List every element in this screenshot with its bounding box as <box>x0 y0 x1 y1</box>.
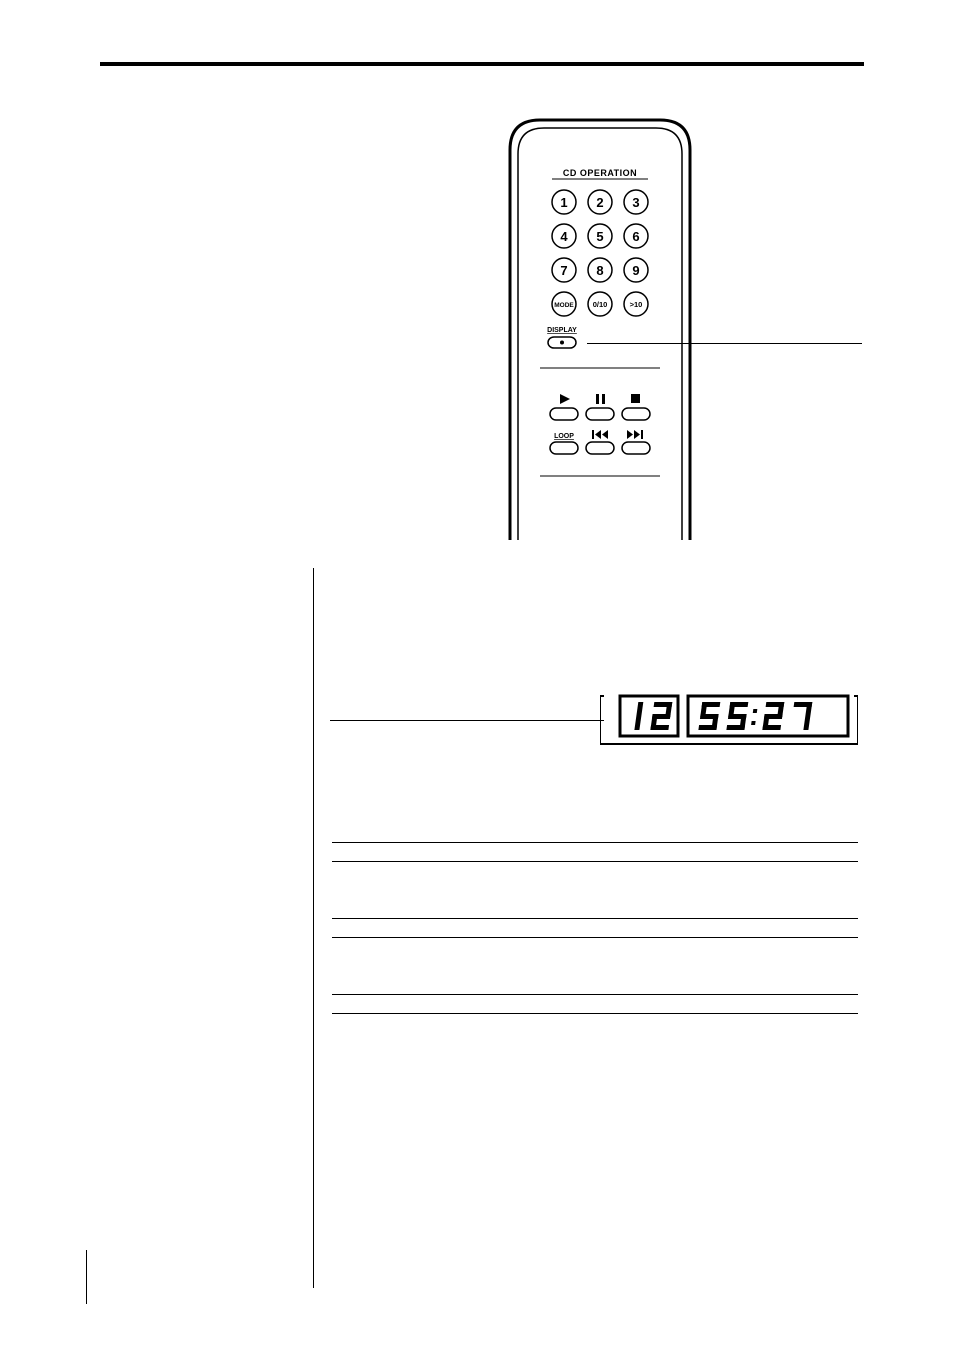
transport-row-1 <box>550 394 650 420</box>
pause-button[interactable] <box>586 394 614 420</box>
loop-button[interactable]: LOOP <box>550 433 578 454</box>
rule-3 <box>332 918 858 919</box>
key-9[interactable]: 9 <box>624 258 648 282</box>
play-button[interactable] <box>550 394 578 420</box>
lcd-frame-right <box>854 696 858 744</box>
svg-text:8: 8 <box>596 263 603 278</box>
svg-text:6: 6 <box>632 229 639 244</box>
svg-text:3: 3 <box>632 195 639 210</box>
pause-icon <box>596 394 599 404</box>
rule-4 <box>332 937 858 938</box>
next-button[interactable] <box>622 430 650 454</box>
key-1[interactable]: 1 <box>552 190 576 214</box>
svg-text:LOOP: LOOP <box>554 433 574 440</box>
display-leader-line <box>587 343 862 344</box>
lcd-track <box>634 702 672 730</box>
key-mode[interactable]: MODE <box>552 292 576 316</box>
remote-outline-outer <box>510 120 690 540</box>
prev-icon <box>592 430 608 439</box>
svg-text:MODE: MODE <box>554 302 574 309</box>
key-7[interactable]: 7 <box>552 258 576 282</box>
rule-1 <box>332 842 858 843</box>
stop-icon <box>631 394 640 403</box>
lcd-digits <box>634 702 812 730</box>
svg-text:1: 1 <box>560 195 567 210</box>
svg-text:DISPLAY: DISPLAY <box>547 327 577 334</box>
svg-text:5: 5 <box>596 229 603 244</box>
stop-button[interactable] <box>622 394 650 420</box>
svg-text:>10: >10 <box>630 300 643 309</box>
rule-2 <box>332 861 858 862</box>
play-icon <box>560 394 570 404</box>
key-gt10[interactable]: >10 <box>624 292 648 316</box>
svg-text:4: 4 <box>560 229 568 244</box>
remote-title: CD OPERATION <box>563 168 637 178</box>
vertical-divider <box>313 568 314 1288</box>
lcd-frame-left <box>600 696 604 744</box>
corner-mark <box>86 1250 87 1304</box>
page: CD OPERATION 1 2 3 <box>0 0 954 1352</box>
key-5[interactable]: 5 <box>588 224 612 248</box>
key-3[interactable]: 3 <box>624 190 648 214</box>
transport-row-2: LOOP <box>550 430 650 454</box>
key-6[interactable]: 6 <box>624 224 648 248</box>
key-8[interactable]: 8 <box>588 258 612 282</box>
lcd-time <box>698 702 812 730</box>
svg-text:9: 9 <box>632 263 639 278</box>
svg-text:2: 2 <box>596 195 603 210</box>
key-0-10[interactable]: 0/10 <box>588 292 612 316</box>
key-4[interactable]: 4 <box>552 224 576 248</box>
remote-control: CD OPERATION 1 2 3 <box>500 110 700 540</box>
lcd-leader-line <box>330 720 604 721</box>
pause-icon-2 <box>602 394 605 404</box>
svg-text:0/10: 0/10 <box>593 300 608 309</box>
display-button[interactable]: DISPLAY <box>547 327 577 348</box>
lcd-readout <box>600 690 858 755</box>
top-rule <box>100 62 864 66</box>
rule-6 <box>332 1013 858 1014</box>
keypad: 1 2 3 4 5 <box>552 190 648 316</box>
next-icon <box>627 430 643 439</box>
rule-5 <box>332 994 858 995</box>
rule-stack <box>332 842 858 1014</box>
prev-button[interactable] <box>586 430 614 454</box>
svg-text:7: 7 <box>560 263 567 278</box>
key-2[interactable]: 2 <box>588 190 612 214</box>
